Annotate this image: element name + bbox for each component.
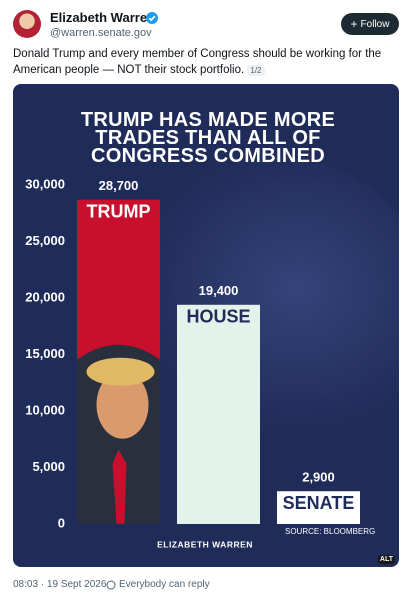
bar — [177, 304, 260, 524]
y-tick-label: 5,000 — [32, 459, 65, 474]
follow-button[interactable]: + Follow — [341, 13, 399, 35]
portrait-hair — [86, 357, 155, 386]
follow-label: Follow — [360, 18, 390, 30]
value-label: 19,400 — [199, 283, 239, 298]
chart-title: TRUMP HAS MADE MORE TRADES THAN ALL OF C… — [80, 109, 336, 167]
category-label: HOUSE — [186, 307, 250, 327]
source-note: SOURCE: BLOOMBERG — [285, 527, 375, 536]
timestamp: 08:03 · 19 Sept 2026 — [13, 579, 107, 590]
portrait-face — [96, 370, 149, 439]
y-tick-label: 15,000 — [25, 346, 65, 361]
y-tick-label: 20,000 — [25, 289, 65, 304]
portrait-tie — [112, 449, 127, 524]
author-name[interactable]: Elizabeth Warren — [50, 10, 155, 25]
bar — [277, 491, 360, 524]
plus-icon: + — [350, 17, 358, 31]
post-body: Donald Trump and every member of Congres… — [13, 48, 382, 76]
reply-setting: Everybody can reply — [119, 579, 210, 590]
value-label: 28,700 — [99, 178, 139, 193]
thread-index: 1/2 — [247, 65, 265, 76]
y-tick-label: 30,000 — [25, 176, 65, 191]
y-tick-label: 0 — [58, 515, 65, 530]
y-tick-label: 10,000 — [25, 402, 65, 417]
background-dome — [93, 154, 399, 454]
category-label: TRUMP — [87, 201, 151, 221]
value-label: 2,900 — [302, 470, 335, 485]
category-label: SENATE — [283, 493, 355, 513]
post-text: Donald Trump and every member of Congres… — [13, 46, 398, 79]
chart: 0 5,000 10,000 15,000 20,000 25,000 30,000 28,7… — [25, 154, 399, 549]
author-handle[interactable]: @warren.senate.gov — [50, 27, 152, 39]
chart-image[interactable]: 0 5,000 10,000 15,000 20,000 25,000 30,000 28,7… — [13, 84, 399, 567]
avatar[interactable] — [13, 10, 41, 38]
branding: ELIZABETH WARREN — [157, 539, 253, 549]
verified-badge — [146, 12, 158, 24]
y-tick-label: 25,000 — [25, 233, 65, 248]
reply-icon — [106, 580, 116, 590]
alt-badge[interactable]: ALT — [377, 555, 395, 564]
